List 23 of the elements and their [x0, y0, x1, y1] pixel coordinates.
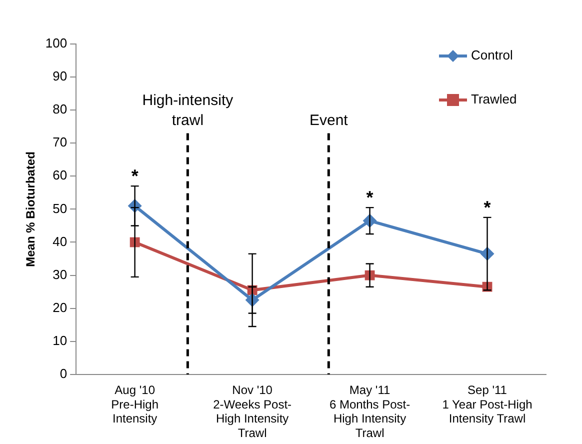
- y-tick-label: 70: [52, 134, 68, 150]
- y-tick-label: 0: [60, 366, 68, 381]
- annotation: *: [366, 188, 374, 208]
- x-tick-label: Aug '10 Pre-High Intensity: [111, 382, 159, 426]
- y-tick-label: 80: [52, 102, 68, 117]
- y-tick-label: 40: [52, 234, 68, 249]
- x-tick-label: Nov '10 2-Weeks Post- High Intensity Trawl: [213, 382, 292, 440]
- annotation: Event: [309, 112, 349, 130]
- y-tick-label: 90: [52, 68, 68, 84]
- x-tick-label: May '11 6 Months Post- High Intensity Trawl: [329, 382, 410, 440]
- x-tick-label: Sep '11 1 Year Post-High Intensity Trawl: [442, 382, 532, 426]
- y-tick-label: 10: [52, 332, 68, 348]
- annotation: *: [131, 166, 138, 186]
- y-tick-label: 20: [52, 300, 68, 315]
- y-tick-label: 30: [52, 266, 68, 282]
- y-tick-label: 60: [52, 168, 68, 183]
- annotation: High-intensity trawl: [142, 92, 234, 130]
- y-axis-title: Mean % Bioturbated: [24, 152, 38, 267]
- y-tick-label: 100: [45, 36, 68, 51]
- annotation: *: [484, 197, 491, 218]
- legend-label: Trawled: [471, 92, 517, 107]
- y-tick-label: 50: [52, 200, 68, 216]
- legend-label: Control: [471, 48, 514, 63]
